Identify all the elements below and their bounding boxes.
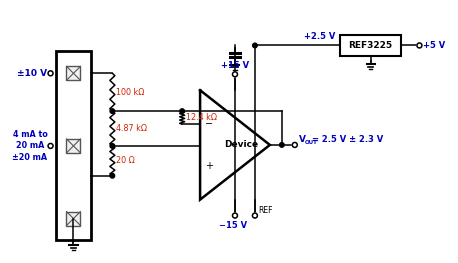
Text: OUT: OUT: [304, 140, 317, 145]
Text: REF: REF: [258, 206, 273, 215]
Text: −: −: [205, 119, 213, 129]
Text: +2.5 V: +2.5 V: [304, 32, 336, 42]
Bar: [66, 139, 81, 153]
Text: +15 V: +15 V: [221, 61, 249, 70]
Text: −15 V: −15 V: [219, 221, 247, 230]
Bar: [66, 66, 81, 80]
Text: V: V: [299, 135, 306, 144]
Circle shape: [253, 43, 257, 48]
Circle shape: [279, 143, 284, 147]
Circle shape: [110, 109, 114, 113]
Text: 20 Ω: 20 Ω: [116, 156, 135, 165]
Text: +: +: [205, 161, 213, 171]
Bar: [55, 52, 92, 240]
Text: 4.87 kΩ: 4.87 kΩ: [116, 124, 147, 133]
Text: ±10 V: ±10 V: [17, 69, 48, 78]
Text: +5 V: +5 V: [423, 41, 446, 50]
Circle shape: [180, 109, 185, 113]
Circle shape: [417, 43, 422, 48]
Circle shape: [48, 143, 53, 148]
Bar: [66, 211, 81, 225]
Bar: [340, 34, 402, 56]
Text: 100 kΩ: 100 kΩ: [116, 88, 145, 97]
Text: Device: Device: [224, 140, 258, 149]
Circle shape: [252, 213, 257, 218]
Text: REF3225: REF3225: [349, 41, 393, 50]
Text: 12.4 kΩ: 12.4 kΩ: [186, 113, 217, 122]
Circle shape: [110, 144, 114, 148]
Circle shape: [48, 71, 53, 76]
Circle shape: [292, 143, 297, 148]
Circle shape: [110, 174, 114, 178]
Text: 4 mA to
20 mA
±20 mA: 4 mA to 20 mA ±20 mA: [12, 130, 48, 162]
Circle shape: [233, 213, 238, 218]
Circle shape: [233, 72, 238, 77]
Text: = 2.5 V ± 2.3 V: = 2.5 V ± 2.3 V: [312, 135, 383, 144]
